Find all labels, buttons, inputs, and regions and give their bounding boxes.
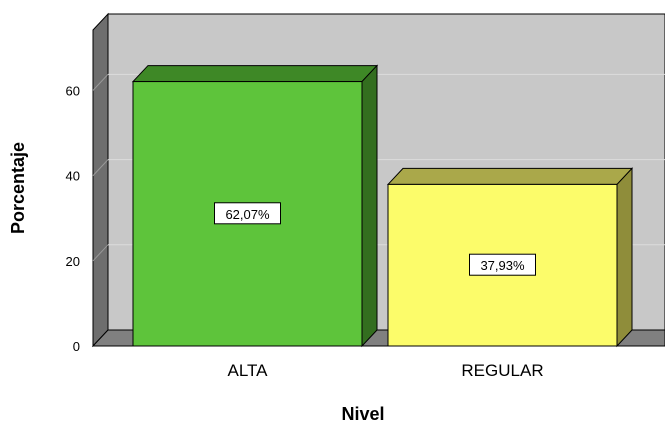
bar-top-face [386,167,634,185]
y-tick-label: 60 [66,83,80,98]
bar-alta: 62,07% [131,64,379,348]
data-label-box [469,253,536,276]
data-label: 62,07% [225,207,270,222]
x-category-label: ALTA [228,361,269,380]
bar-side-face [616,167,633,348]
bars: 62,07% 37,93% [131,64,634,348]
x-category-label: REGULAR [461,361,543,380]
gridline-side [92,244,109,262]
bar-regular: 37,93% [386,167,634,348]
y-axis-ticks: 0 20 40 60 [66,83,80,354]
y-axis-title: Porcentaje [8,142,28,234]
bar-side-face [361,64,378,348]
gridline-side [92,74,109,91]
left-wall [92,12,109,348]
y-tick-label: 0 [73,339,80,354]
gridline-side [92,159,109,176]
x-axis-title: Nivel [341,404,384,424]
y-tick-label: 40 [66,169,80,184]
bar-top-face [131,65,379,83]
x-axis-categories: ALTA REGULAR [228,361,544,380]
data-label: 37,93% [480,258,525,273]
data-label-box [214,202,281,225]
y-tick-label: 20 [66,254,80,269]
